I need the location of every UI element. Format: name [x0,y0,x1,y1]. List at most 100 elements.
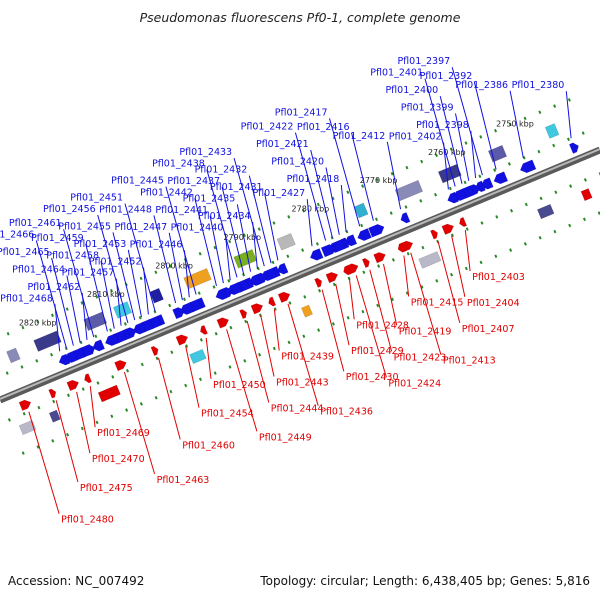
label-leader-line [355,275,387,378]
scale-tick-label: 2750 kbp [496,119,534,128]
forward-gene-label[interactable]: Pfl01_2399 [401,103,454,114]
reverse-gene-label[interactable]: Pfl01_2403 [472,272,525,283]
reverse-gene-label[interactable]: Pfl01_2419 [399,326,452,337]
forward-gene-label[interactable]: Pfl01_2452 [89,256,142,267]
forward-gene-label[interactable]: Pfl01_2457 [62,268,115,279]
reverse-gene-label[interactable]: Pfl01_2430 [346,372,399,383]
forward-gene-label[interactable]: Pfl01_2456 [43,204,96,215]
forward-gene-label[interactable]: Pfl01_2416 [297,122,350,133]
label-leader-line [246,320,270,403]
forward-gene-label[interactable]: Pfl01_2464 [12,265,65,276]
label-leader-line [97,214,129,324]
forward-gene-label[interactable]: Pfl01_2465 [0,247,50,258]
forward-gene-label[interactable]: Pfl01_2386 [455,80,508,91]
forward-gene-label[interactable]: Pfl01_2435 [183,193,236,204]
forward-feature-box [6,347,21,364]
reverse-gene-label[interactable]: Pfl01_2469 [97,428,150,439]
reverse-gene-label[interactable]: Pfl01_2475 [80,483,133,494]
forward-gene-label[interactable]: Pfl01_2418 [287,174,340,185]
reverse-gene-arrow [361,257,370,269]
forward-gene-label[interactable]: Pfl01_2462 [27,282,80,293]
forward-gene-label[interactable]: Pfl01_2398 [416,120,469,131]
label-leader-line [158,357,181,440]
reverse-gene-label[interactable]: Pfl01_2444 [271,404,324,415]
forward-gene-label[interactable]: Pfl01_2466 [0,230,34,241]
reverse-gene-label[interactable]: Pfl01_2424 [388,378,441,389]
forward-gene-arrow [320,244,337,258]
forward-gene-label[interactable]: Pfl01_2468 [0,293,53,304]
forward-gene-label[interactable]: Pfl01_2380 [512,80,565,91]
scale-tick-label: 2770 kbp [360,176,398,185]
reverse-gene-label[interactable]: Pfl01_2439 [281,352,334,363]
label-leader-line [76,391,91,454]
reverse-gene-label[interactable]: Pfl01_2429 [351,346,404,357]
reverse-gene-label[interactable]: Pfl01_2423 [394,352,447,363]
label-leader-line [89,386,96,428]
forward-gene-label[interactable]: Pfl01_2441 [155,205,208,216]
reverse-gene-label[interactable]: Pfl01_2428 [356,320,409,331]
reverse-feature-box [301,304,313,318]
reverse-gene-label[interactable]: Pfl01_2480 [61,515,114,526]
forward-gene-label[interactable]: Pfl01_2440 [171,222,224,233]
reverse-gene-label[interactable]: Pfl01_2470 [92,454,145,465]
accession-text: Accession: NC_007492 [8,574,144,588]
forward-gene-label[interactable]: Pfl01_2447 [114,222,167,233]
reverse-gene-label[interactable]: Pfl01_2436 [320,407,373,418]
forward-gene-label[interactable]: Pfl01_2402 [389,131,442,142]
forward-gene-label[interactable]: Pfl01_2455 [58,221,111,232]
forward-gene-label[interactable]: Pfl01_2453 [74,239,127,250]
label-leader-line [340,184,347,233]
label-leader-line [470,130,477,179]
forward-gene-label[interactable]: Pfl01_2458 [46,250,99,261]
label-leader-line [410,252,442,355]
reverse-gene-label[interactable]: Pfl01_2454 [201,409,254,420]
reverse-gene-label[interactable]: Pfl01_2463 [157,475,210,486]
forward-gene-label[interactable]: Pfl01_2422 [241,122,294,133]
forward-gene-label[interactable]: Pfl01_2434 [198,211,251,222]
forward-gene-label[interactable]: Pfl01_2459 [31,233,84,244]
reverse-gene-label[interactable]: Pfl01_2460 [182,440,235,451]
label-leader-line [224,233,231,281]
reverse-gene-label[interactable]: Pfl01_2415 [411,298,464,309]
forward-gene-label[interactable]: Pfl01_2433 [179,147,232,158]
forward-gene-label[interactable]: Pfl01_2432 [195,165,248,176]
forward-gene-label[interactable]: Pfl01_2400 [385,85,438,96]
forward-feature-box [353,202,369,219]
reverse-gene-arrow [150,345,159,357]
reverse-gene-label[interactable]: Pfl01_2404 [467,298,520,309]
reverse-gene-label[interactable]: Pfl01_2407 [462,324,515,335]
reverse-feature-box [189,348,207,365]
forward-gene-label[interactable]: Pfl01_2421 [256,139,309,150]
forward-gene-label[interactable]: Pfl01_2431 [210,182,263,193]
forward-feature-box [33,330,62,352]
label-leader-line [206,169,238,278]
label-leader-line [221,186,245,275]
reverse-gene-label[interactable]: Pfl01_2443 [276,378,329,389]
forward-gene-label[interactable]: Pfl01_2437 [167,176,220,187]
forward-gene-label[interactable]: Pfl01_2445 [111,176,164,187]
forward-gene-label[interactable]: Pfl01_2446 [130,239,183,250]
reverse-gene-arrow [216,317,230,329]
label-leader-line [424,78,456,187]
scale-tick-label: 2790 kbp [223,233,261,242]
forward-gene-label[interactable]: Pfl01_2442 [140,187,193,198]
forward-gene-label[interactable]: Pfl01_2401 [370,68,423,79]
forward-gene-label[interactable]: Pfl01_2397 [397,56,450,67]
forward-gene-label[interactable]: Pfl01_2392 [420,71,473,82]
reverse-gene-label[interactable]: Pfl01_2413 [443,356,496,367]
forward-gene-label[interactable]: Pfl01_2427 [252,188,305,199]
forward-gene-label[interactable]: Pfl01_2448 [99,204,152,215]
reverse-gene-arrow [459,216,468,228]
forward-gene-arrow [132,322,147,335]
forward-gene-label[interactable]: Pfl01_2451 [70,193,123,204]
forward-gene-label[interactable]: Pfl01_2417 [275,107,328,118]
forward-gene-label[interactable]: Pfl01_2461 [9,218,62,229]
label-leader-lines [28,67,572,514]
forward-gene-label[interactable]: Pfl01_2420 [271,157,324,168]
reverse-gene-label[interactable]: Pfl01_2449 [259,432,312,443]
forward-gene-label[interactable]: Pfl01_2438 [152,159,205,170]
forward-feature-box [394,179,424,202]
forward-feature-box [183,268,212,290]
reverse-gene-label[interactable]: Pfl01_2450 [213,380,266,391]
forward-gene-label[interactable]: Pfl01_2412 [333,131,386,142]
